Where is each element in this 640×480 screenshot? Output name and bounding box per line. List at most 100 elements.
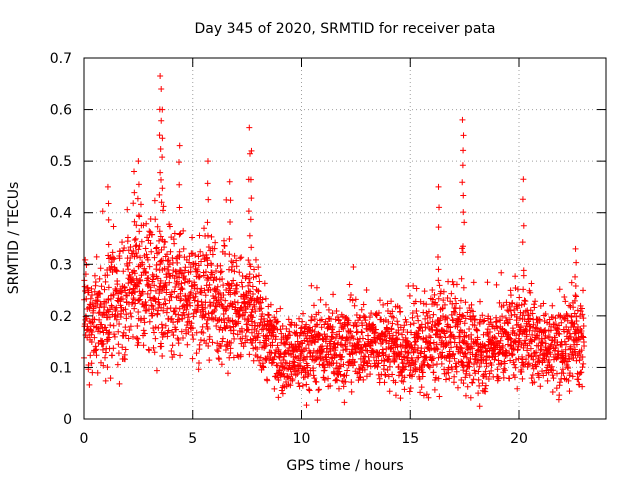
data-point xyxy=(491,334,498,341)
data-point xyxy=(183,306,190,313)
data-point xyxy=(137,277,144,284)
data-point xyxy=(578,369,585,376)
data-point xyxy=(539,339,546,346)
data-point xyxy=(431,291,438,298)
data-point xyxy=(577,302,584,309)
data-point xyxy=(184,314,191,321)
data-point xyxy=(159,106,166,113)
data-point xyxy=(506,316,513,323)
data-point xyxy=(200,329,207,336)
data-point xyxy=(278,330,285,337)
data-point xyxy=(114,268,121,275)
data-point xyxy=(115,328,122,335)
data-point xyxy=(298,324,305,331)
data-point xyxy=(170,319,177,326)
data-point xyxy=(141,265,148,272)
data-point xyxy=(548,341,555,348)
data-point xyxy=(255,272,262,279)
data-point xyxy=(559,366,566,373)
data-point xyxy=(406,292,413,299)
data-point xyxy=(368,310,375,317)
data-point xyxy=(228,263,235,270)
data-point xyxy=(209,251,216,258)
data-point xyxy=(470,312,477,319)
data-point xyxy=(109,249,116,256)
data-point xyxy=(474,336,481,343)
data-point xyxy=(335,385,342,392)
data-point xyxy=(116,248,123,255)
data-point xyxy=(125,335,132,342)
data-point xyxy=(129,333,136,340)
data-point xyxy=(227,324,234,331)
data-point xyxy=(519,375,526,382)
data-point xyxy=(263,340,270,347)
data-point xyxy=(159,324,166,331)
data-point xyxy=(145,274,152,281)
data-point xyxy=(367,371,374,378)
data-point xyxy=(448,311,455,318)
data-point xyxy=(249,314,256,321)
data-point xyxy=(440,297,447,304)
data-point xyxy=(430,311,437,318)
data-point xyxy=(579,383,586,390)
x-axis-label: GPS time / hours xyxy=(286,458,403,474)
data-point xyxy=(512,273,519,280)
data-point xyxy=(413,307,420,314)
data-point xyxy=(158,199,165,206)
data-point xyxy=(110,291,117,298)
data-point xyxy=(501,365,508,372)
data-point xyxy=(519,196,526,203)
data-point xyxy=(451,355,458,362)
data-point xyxy=(285,316,292,323)
data-point xyxy=(115,341,122,348)
data-point xyxy=(233,282,240,289)
data-point xyxy=(473,326,480,333)
data-point xyxy=(110,223,117,230)
data-point xyxy=(581,343,588,350)
data-point xyxy=(150,306,157,313)
data-point xyxy=(176,204,183,211)
data-point xyxy=(275,376,282,383)
data-point xyxy=(372,339,379,346)
data-point xyxy=(93,346,100,353)
data-point xyxy=(554,325,561,332)
data-point xyxy=(439,305,446,312)
data-point xyxy=(212,303,219,310)
data-point xyxy=(238,254,245,261)
data-point xyxy=(102,324,109,331)
data-point xyxy=(520,344,527,351)
data-point xyxy=(547,351,554,358)
data-point xyxy=(275,346,282,353)
data-point xyxy=(461,320,468,327)
data-point xyxy=(420,335,427,342)
data-point xyxy=(124,234,131,241)
data-point xyxy=(179,286,186,293)
data-point xyxy=(311,316,318,323)
data-point xyxy=(246,351,253,358)
data-point xyxy=(333,376,340,383)
data-point xyxy=(93,253,100,260)
data-point xyxy=(199,252,206,259)
data-point xyxy=(393,335,400,342)
data-point xyxy=(385,373,392,380)
data-point xyxy=(265,312,272,319)
data-point xyxy=(234,281,241,288)
data-point xyxy=(381,379,388,386)
data-point xyxy=(563,341,570,348)
data-point xyxy=(95,310,102,317)
data-point xyxy=(231,268,238,275)
data-point xyxy=(577,369,584,376)
data-point xyxy=(471,322,478,329)
data-point xyxy=(163,286,170,293)
data-point xyxy=(104,364,111,371)
data-point xyxy=(407,321,414,328)
data-point xyxy=(513,332,520,339)
data-point xyxy=(130,277,137,284)
data-point xyxy=(136,243,143,250)
data-point xyxy=(308,282,315,289)
data-point xyxy=(313,284,320,291)
data-point xyxy=(475,390,482,397)
data-point xyxy=(555,351,562,358)
data-point xyxy=(239,329,246,336)
data-point xyxy=(187,289,194,296)
